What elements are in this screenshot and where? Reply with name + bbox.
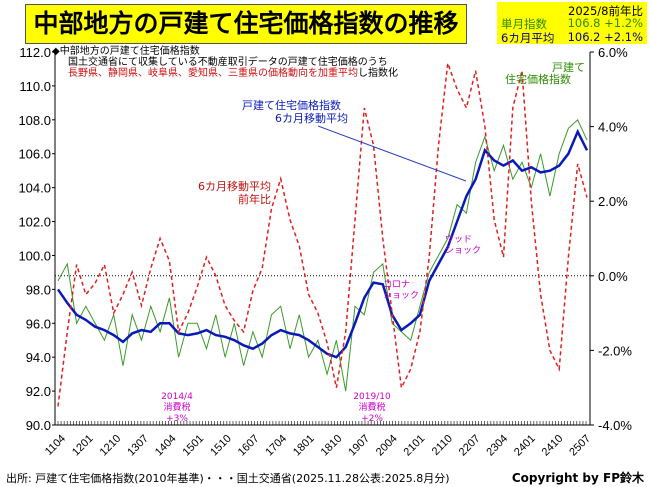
copyright: Copyright by FP鈴木 <box>511 471 644 485</box>
wood-shock-1: ウッド <box>445 235 473 245</box>
left-tick-label: 90.0 <box>26 418 51 433</box>
x-tick-label: 2101 <box>402 433 428 459</box>
page-title: 中部地方の戸建て住宅価格指数の推移 <box>25 4 467 44</box>
right-tick-label: 6.0% <box>598 45 628 60</box>
right-tick-label: 4.0% <box>598 120 628 135</box>
wood-shock-2: ショック <box>445 246 482 256</box>
series-line-yoy <box>57 62 588 407</box>
tax2019-2: 消費税 <box>358 403 386 413</box>
blue-label-2: 6カ月移動平均 <box>275 112 348 125</box>
x-tick-label: 1404 <box>153 433 179 459</box>
x-tick-label: 2507 <box>567 433 593 459</box>
red-label-2: 前年比 <box>238 193 271 206</box>
note-line3: 長野県、静岡県、岐阜県、愛知県、三重県の価格動向を加重平均し指数化 <box>68 68 398 79</box>
tax2019-1: 2019/10 <box>353 392 391 402</box>
tax2014-1: 2014/4 <box>161 392 193 402</box>
avg-label: 6カ月平均 <box>501 31 555 45</box>
x-tick-label: 1810 <box>319 433 345 459</box>
note-line2: 国土交通省にて収集している不動産取引データの戸建て住宅価格のうち <box>68 57 388 68</box>
series-line-6m-average <box>56 128 589 359</box>
green-label-1: 戸建て <box>552 61 585 74</box>
note-line1: ◆中部地方の戸建て住宅価格指数 <box>52 46 200 57</box>
left-tick-label: 96.0 <box>26 316 51 331</box>
x-tick-label: 2401 <box>512 433 538 459</box>
right-tick-label: -2.0% <box>598 343 632 358</box>
x-tick-label: 1501 <box>180 433 206 459</box>
x-tick-label: 1607 <box>236 433 262 459</box>
single-label: 単月指数 <box>501 17 547 31</box>
tax2014-2: 消費税 <box>163 403 191 413</box>
left-tick-label: 98.0 <box>26 282 51 297</box>
series-line-single-index <box>57 118 588 392</box>
source-footer: 出所: 戸建て住宅価格指数(2010年基準)・・・国土交通省(2025.11.2… <box>6 472 450 485</box>
tax2014-3: +3% <box>166 414 188 424</box>
stats-header: 2025/8前年比 <box>568 4 643 18</box>
right-tick-label: 2.0% <box>598 194 628 209</box>
single-value: 106.8 +1.2% <box>567 16 643 30</box>
x-tick-label: 1510 <box>208 433 234 459</box>
red-label-1: 6カ月移動平均 <box>198 180 271 193</box>
left-tick-label: 104.0 <box>18 181 51 196</box>
note-line3-red: 長野県、静岡県、岐阜県、愛知県、三重県の価格動向を加重平均 <box>68 68 358 79</box>
left-tick-label: 112.0 <box>19 45 51 60</box>
x-tick-label: 2304 <box>484 433 510 459</box>
left-tick-label: 110.0 <box>19 79 51 94</box>
tax2019-3: +2% <box>361 414 383 424</box>
x-tick-label: 2004 <box>374 433 400 459</box>
x-tick-label: 1907 <box>346 433 372 459</box>
stats-box: 2025/8前年比 単月指数 106.8 +1.2% 6カ月平均 106.2 +… <box>497 2 647 45</box>
blue-label-pointer <box>317 125 467 182</box>
corona-shock-2: ショック <box>383 291 420 301</box>
avg-value: 106.2 +2.1% <box>567 30 643 44</box>
corona-shock-1: コロナ <box>383 280 411 290</box>
left-tick-label: 108.0 <box>18 113 51 128</box>
x-tick-label: 2207 <box>457 433 483 459</box>
left-tick-label: 102.0 <box>18 215 51 230</box>
x-tick-label: 1104 <box>43 433 68 458</box>
left-tick-label: 94.0 <box>26 350 51 365</box>
x-tick-label: 1704 <box>263 433 289 459</box>
x-tick-label: 2410 <box>540 433 566 459</box>
x-tick-label: 1210 <box>98 433 124 459</box>
green-label-2: 住宅価格指数 <box>505 73 571 86</box>
right-tick-label: -4.0% <box>598 418 632 433</box>
x-tick-label: 1801 <box>291 433 317 459</box>
left-tick-label: 106.0 <box>18 147 51 162</box>
left-tick-label: 92.0 <box>26 384 51 399</box>
left-tick-label: 100.0 <box>18 248 51 263</box>
x-tick-label: 1307 <box>125 433 151 459</box>
note-line3-rest: し指数化 <box>358 68 398 79</box>
x-tick-label: 1201 <box>70 433 96 459</box>
right-tick-label: 0.0% <box>598 269 628 284</box>
x-tick-label: 2110 <box>430 433 455 458</box>
blue-label-1: 戸建て住宅価格指数 <box>242 99 341 112</box>
